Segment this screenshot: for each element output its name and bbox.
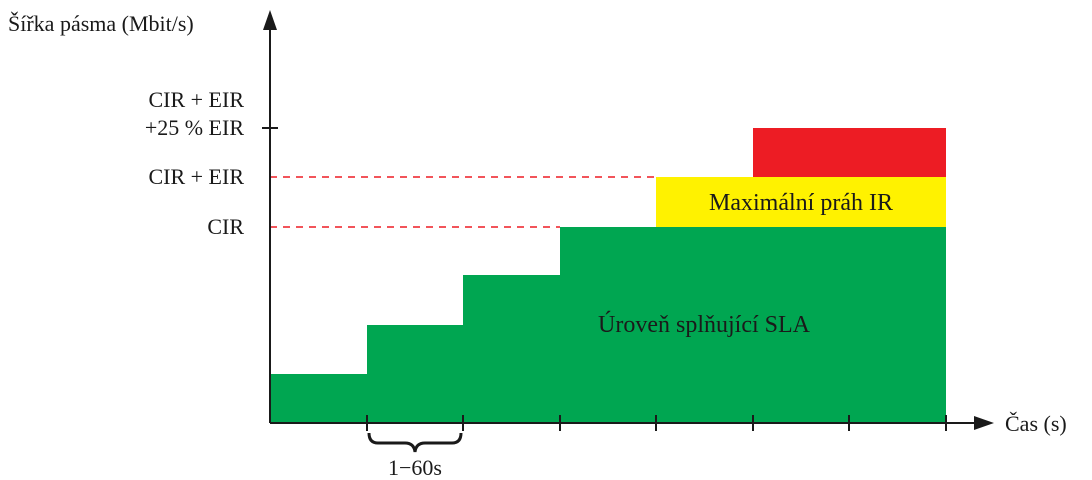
max-ir-region bbox=[656, 177, 946, 227]
x-axis-arrow-icon bbox=[974, 416, 994, 430]
level-label-cir-eir: CIR + EIR bbox=[148, 164, 244, 189]
level-label-cir: CIR bbox=[207, 214, 244, 239]
x-axis-label: Čas (s) bbox=[1005, 411, 1067, 436]
x-ticks bbox=[366, 415, 947, 431]
interval-label: 1−60s bbox=[388, 455, 442, 480]
sla-region bbox=[270, 227, 946, 423]
max-ir-label: Maximální práh IR bbox=[709, 190, 893, 216]
y-axis-label: Šířka pásma (Mbit/s) bbox=[8, 11, 194, 36]
y-axis-arrow-icon bbox=[263, 10, 277, 30]
interval-brace bbox=[367, 432, 463, 453]
overshoot-region bbox=[753, 128, 946, 177]
sla-label: Úroveň splňující SLA bbox=[598, 311, 811, 338]
level-label-cir-eir-plus-line1: CIR + EIR bbox=[148, 87, 244, 112]
level-label-cir-eir-plus-line2: +25 % EIR bbox=[145, 115, 244, 140]
